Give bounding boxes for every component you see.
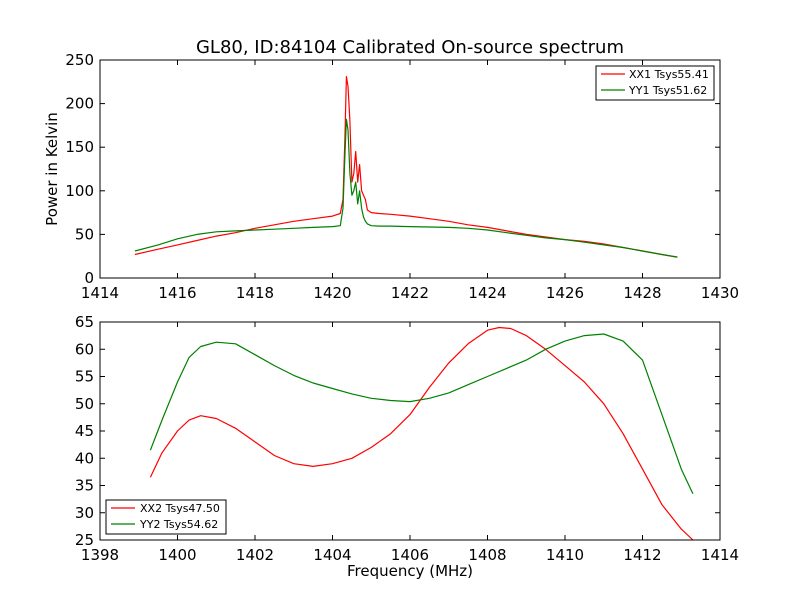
y-tick-label: 0 (84, 269, 94, 287)
x-tick-label: 1414 (701, 546, 739, 564)
figure-title: GL80, ID:84104 Calibrated On-source spec… (196, 37, 624, 58)
y-tick-label: 35 (75, 477, 94, 495)
x-tick-label: 1404 (313, 546, 351, 564)
x-tick-label: 1422 (391, 284, 429, 302)
y-tick-label: 150 (65, 138, 94, 156)
x-tick-label: 1418 (236, 284, 274, 302)
x-tick-label: 1408 (468, 546, 506, 564)
x-tick-label: 1428 (623, 284, 661, 302)
x-tick-label: 1402 (236, 546, 274, 564)
x-tick-label: 1426 (546, 284, 584, 302)
top-legend-label-xx1: XX1 Tsys55.41 (629, 68, 709, 81)
x-tick-label: 1412 (623, 546, 661, 564)
y-tick-label: 100 (65, 182, 94, 200)
bottom-panel-series (149, 326, 694, 541)
top-panel-series (134, 75, 678, 258)
y-tick-label: 30 (75, 504, 94, 522)
y-tick-label: 55 (75, 368, 94, 386)
y-tick-label: 65 (75, 313, 94, 331)
series-line-xx2 (149, 326, 694, 541)
top-panel-ylabel: Power in Kelvin (43, 112, 61, 226)
top-legend-label-yy1: YY1 Tsys51.62 (628, 84, 707, 97)
x-tick-label: 1414 (81, 284, 119, 302)
x-tick-label: 1416 (158, 284, 196, 302)
x-tick-label: 1398 (81, 546, 119, 564)
bottom-panel-legend: XX2 Tsys47.50 YY2 Tsys54.62 (105, 499, 227, 535)
x-tick-label: 1410 (546, 546, 584, 564)
y-tick-label: 45 (75, 422, 94, 440)
series-line-xx1 (134, 75, 678, 258)
bottom-panel: 1398 1400 1402 1404 1406 1408 1410 1412 1414 25 30… (75, 313, 739, 564)
bottom-legend-label-yy2: YY2 Tsys54.62 (139, 518, 218, 531)
x-tick-label: 1400 (158, 546, 196, 564)
x-tick-label: 1430 (701, 284, 739, 302)
y-tick-label: 200 (65, 95, 94, 113)
x-tick-label: 1420 (313, 284, 351, 302)
top-panel-ticks: 1414 1416 1418 1420 1422 1424 1426 1428 1430 0 50 1… (65, 51, 739, 302)
top-panel: 1414 1416 1418 1420 1422 1424 1426 1428 1430 0 50 1… (43, 51, 739, 302)
y-tick-label: 25 (75, 531, 94, 549)
bottom-legend-box (105, 499, 227, 535)
x-axis-label: Frequency (MHz) (347, 562, 473, 580)
bottom-panel-ticks: 1398 1400 1402 1404 1406 1408 1410 1412 1414 25 30… (75, 313, 739, 564)
y-tick-label: 60 (75, 340, 94, 358)
y-tick-label: 50 (75, 395, 94, 413)
series-line-yy1 (134, 118, 678, 258)
x-tick-label: 1406 (391, 546, 429, 564)
top-legend-box (595, 65, 715, 101)
y-tick-label: 250 (65, 51, 94, 69)
series-line-yy2 (149, 333, 694, 494)
y-tick-label: 50 (75, 225, 94, 243)
y-tick-label: 40 (75, 449, 94, 467)
x-tick-label: 1424 (468, 284, 506, 302)
top-panel-legend: XX1 Tsys55.41 YY1 Tsys51.62 (595, 65, 715, 101)
bottom-legend-label-xx2: XX2 Tsys47.50 (140, 502, 220, 515)
